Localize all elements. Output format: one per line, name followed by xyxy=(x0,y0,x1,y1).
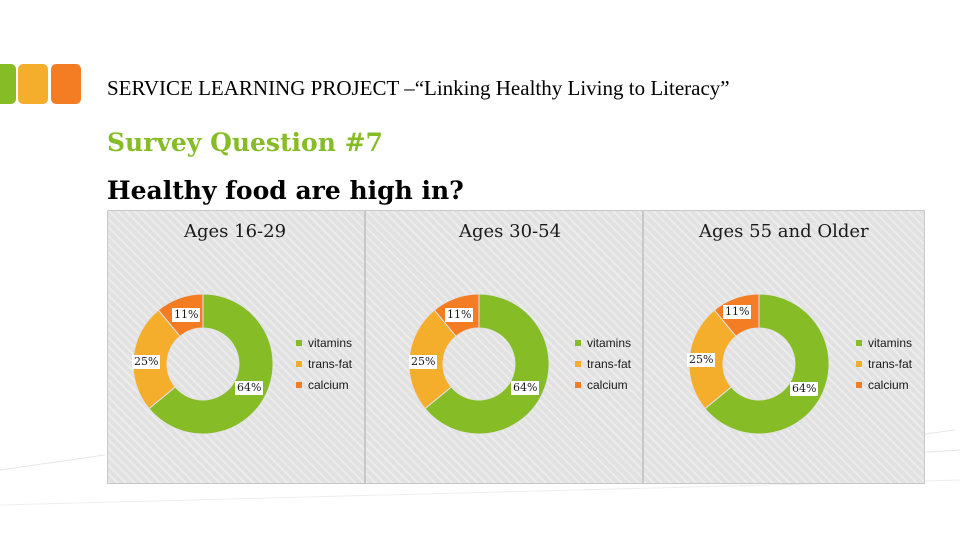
legend-swatch-icon xyxy=(856,360,862,367)
slice-vitamins xyxy=(424,293,550,435)
legend-swatch-icon xyxy=(575,381,581,388)
chart-title: Ages 16-29 xyxy=(184,221,287,242)
data-label-vitamins: 64% xyxy=(235,381,264,395)
legend-swatch-icon xyxy=(575,339,581,346)
legend-item-vitamins: vitamins xyxy=(575,332,631,353)
legend-item-calcium: calcium xyxy=(296,374,352,395)
legend-label: vitamins xyxy=(868,335,913,350)
legend-label: calcium xyxy=(868,377,909,392)
chart-panel-ages-55-and-older: Ages 55 and Older 11% 25% 64% vitamins t… xyxy=(643,210,925,484)
legend-item-calcium: calcium xyxy=(575,374,631,395)
legend-item-calcium: calcium xyxy=(856,374,912,395)
legend-item-vitamins: vitamins xyxy=(296,332,352,353)
legend-swatch-icon xyxy=(575,360,581,367)
data-label-calcium: 11% xyxy=(172,308,201,322)
data-label-trans-fat: 25% xyxy=(409,355,438,369)
slice-vitamins xyxy=(704,293,830,435)
legend-item-trans-fat: trans-fat xyxy=(296,353,352,374)
chart-title: Ages 30-54 xyxy=(459,221,562,242)
question-text: Healthy food are high in? xyxy=(107,176,464,205)
legend-label: trans-fat xyxy=(868,356,913,371)
chart-title: Ages 55 and Older xyxy=(699,221,869,242)
legend-item-trans-fat: trans-fat xyxy=(856,353,912,374)
legend-label: calcium xyxy=(308,377,349,392)
legend-swatch-icon xyxy=(856,339,862,346)
legend-swatch-icon xyxy=(296,360,302,367)
legend-label: trans-fat xyxy=(308,356,353,371)
data-label-trans-fat: 25% xyxy=(132,355,161,369)
donut-chart xyxy=(132,293,274,435)
survey-question-heading: Survey Question #7 xyxy=(107,128,383,157)
chart-panel-ages-30-54: Ages 30-54 11% 25% 64% vitamins trans-fa… xyxy=(365,210,643,484)
chart-legend: vitamins trans-fat calcium xyxy=(296,332,352,395)
legend-label: calcium xyxy=(587,377,628,392)
slice-vitamins xyxy=(148,293,274,435)
decor-block-green xyxy=(0,64,16,104)
data-label-trans-fat: 25% xyxy=(687,353,716,367)
project-title: SERVICE LEARNING PROJECT –“Linking Healt… xyxy=(107,76,730,100)
legend-swatch-icon xyxy=(296,381,302,388)
legend-label: vitamins xyxy=(308,335,353,350)
data-label-vitamins: 64% xyxy=(511,381,540,395)
chart-legend: vitamins trans-fat calcium xyxy=(856,332,912,395)
data-label-calcium: 11% xyxy=(723,305,752,319)
data-label-calcium: 11% xyxy=(445,308,474,322)
chart-legend: vitamins trans-fat calcium xyxy=(575,332,631,395)
legend-label: vitamins xyxy=(587,335,632,350)
legend-label: trans-fat xyxy=(587,356,632,371)
legend-swatch-icon xyxy=(856,381,862,388)
legend-swatch-icon xyxy=(296,339,302,346)
legend-item-trans-fat: trans-fat xyxy=(575,353,631,374)
chart-panel-ages-16-29: Ages 16-29 11% 25% 64% vitamins trans-fa… xyxy=(107,210,365,484)
legend-item-vitamins: vitamins xyxy=(856,332,912,353)
decor-block-orange xyxy=(51,64,81,104)
data-label-vitamins: 64% xyxy=(790,382,819,396)
decor-block-yellow xyxy=(18,64,48,104)
